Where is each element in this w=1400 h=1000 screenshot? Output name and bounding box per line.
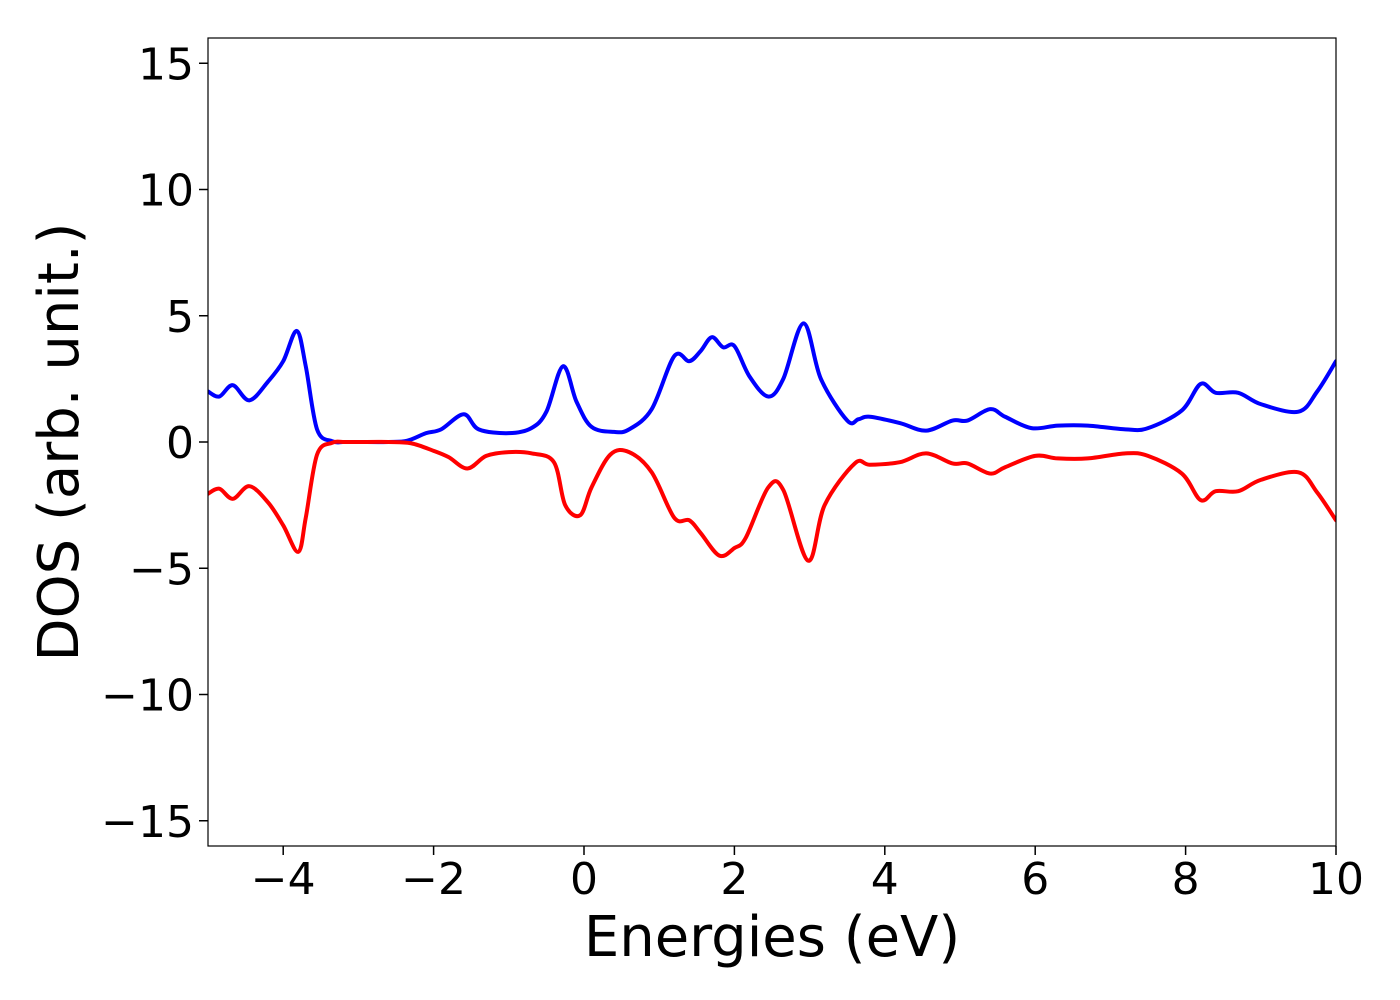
x-tick-label: 6 <box>1021 854 1049 905</box>
x-axis-label: Energies (eV) <box>584 905 960 970</box>
y-tick-label: −15 <box>101 797 194 848</box>
y-axis-ticks: −15 −10 −5 0 5 10 15 <box>101 39 208 848</box>
series-line-spin-down <box>208 439 1336 563</box>
x-axis-ticks: −4 −2 0 2 4 6 8 10 <box>251 846 1364 905</box>
x-tick-label: −2 <box>401 854 466 905</box>
x-tick-label: −4 <box>251 854 316 905</box>
x-tick-label: 10 <box>1308 854 1364 905</box>
y-tick-label: 15 <box>138 39 194 90</box>
x-tick-label: 8 <box>1172 854 1200 905</box>
series-layer <box>208 321 1336 563</box>
y-tick-label: −5 <box>129 544 194 595</box>
y-tick-label: 5 <box>166 292 194 343</box>
y-axis-label: DOS (arb. unit.) <box>27 222 92 661</box>
x-tick-label: 0 <box>570 854 598 905</box>
x-tick-label: 4 <box>871 854 899 905</box>
x-tick-label: 2 <box>720 854 748 905</box>
y-tick-label: 10 <box>138 166 194 217</box>
y-tick-label: −10 <box>101 671 194 722</box>
y-tick-label: 0 <box>166 418 194 469</box>
